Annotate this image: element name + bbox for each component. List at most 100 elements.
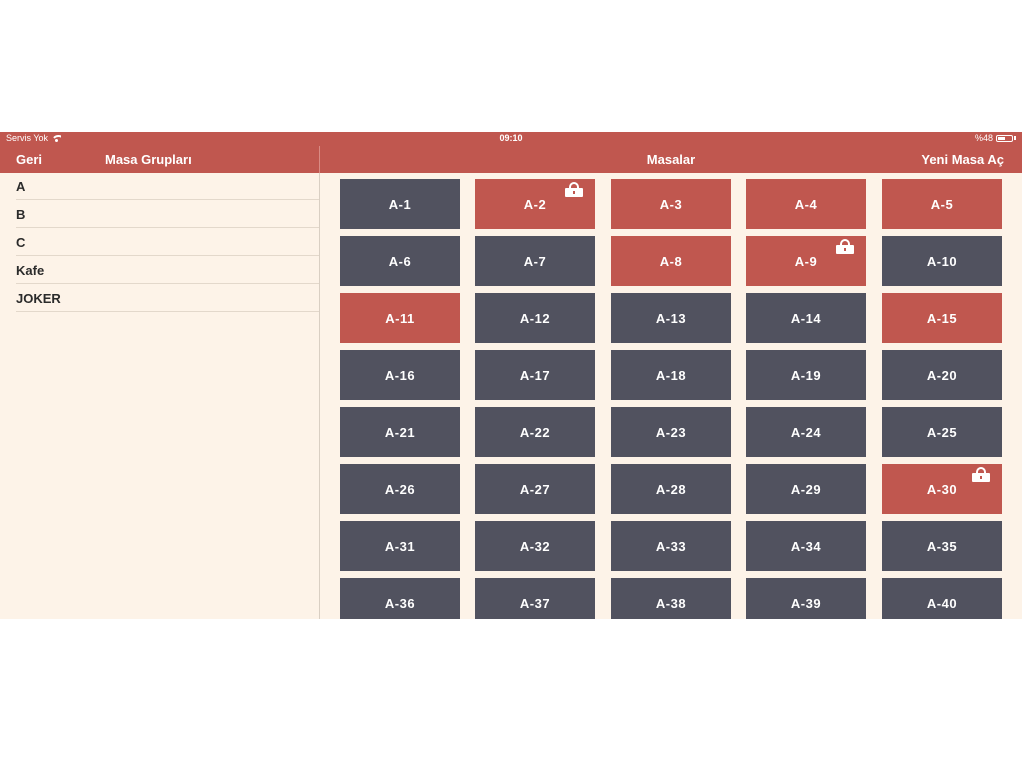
table-label: A-30 [926, 481, 958, 497]
status-bar: Servis Yok 09:10 %48 [0, 132, 1022, 146]
table-groups-list: A B C Kafe JOKER [0, 173, 319, 619]
table-tile[interactable]: A-26 [340, 464, 460, 514]
table-tile[interactable]: A-2 [475, 179, 595, 229]
table-label: A-32 [519, 538, 551, 554]
table-label: A-35 [926, 538, 958, 554]
battery-icon [996, 134, 1013, 142]
battery-status: %48 [975, 133, 1016, 143]
table-label: A-11 [385, 310, 415, 326]
table-label: A-34 [790, 538, 822, 554]
table-label: A-3 [659, 196, 683, 212]
table-tile[interactable]: A-22 [475, 407, 595, 457]
table-label: A-16 [384, 367, 416, 383]
table-label: A-31 [384, 538, 416, 554]
table-label: A-1 [388, 196, 412, 212]
table-tile[interactable]: A-3 [611, 179, 731, 229]
table-label: A-36 [384, 595, 416, 611]
table-tile[interactable]: A-36 [340, 578, 460, 619]
table-label: A-38 [655, 595, 687, 611]
group-item-joker[interactable]: JOKER [16, 285, 319, 312]
table-label: A-2 [523, 196, 547, 212]
table-tile[interactable]: A-4 [746, 179, 866, 229]
groups-title: Masa Grupları [105, 152, 192, 167]
table-tile[interactable]: A-38 [611, 578, 731, 619]
table-tile[interactable]: A-40 [882, 578, 1002, 619]
table-label: A-27 [519, 481, 551, 497]
table-label: A-17 [519, 367, 551, 383]
groups-nav-bar: Geri Masa Grupları [0, 146, 319, 173]
table-tile[interactable]: A-20 [882, 350, 1002, 400]
table-tile[interactable]: A-12 [475, 293, 595, 343]
table-tile[interactable]: A-27 [475, 464, 595, 514]
table-label: A-39 [790, 595, 822, 611]
lock-icon [565, 182, 583, 197]
back-button[interactable]: Geri [16, 152, 43, 167]
table-tile[interactable]: A-30 [882, 464, 1002, 514]
table-label: A-4 [794, 196, 818, 212]
table-label: A-26 [384, 481, 416, 497]
table-tile[interactable]: A-28 [611, 464, 731, 514]
table-tile[interactable]: A-15 [882, 293, 1002, 343]
table-tile[interactable]: A-32 [475, 521, 595, 571]
table-tile[interactable]: A-17 [475, 350, 595, 400]
table-tile[interactable]: A-34 [746, 521, 866, 571]
tables-title: Masalar [646, 152, 696, 167]
table-tile[interactable]: A-33 [611, 521, 731, 571]
table-tile[interactable]: A-11 [340, 293, 460, 343]
table-tile[interactable]: A-29 [746, 464, 866, 514]
table-label: A-5 [930, 196, 954, 212]
table-label: A-8 [659, 253, 683, 269]
pane-divider [319, 173, 320, 619]
tables-grid: A-1 A-2 A-3 A-4 A-5 A-6 A-7 A-8 A-9 A-10 A-11 A-12 A… [320, 173, 1022, 619]
table-label: A-15 [926, 310, 958, 326]
app-window: Servis Yok 09:10 %48 Geri Masa Grupları … [0, 132, 1022, 619]
table-label: A-13 [655, 310, 687, 326]
table-label: A-33 [655, 538, 687, 554]
table-tile[interactable]: A-18 [611, 350, 731, 400]
lock-icon [836, 239, 854, 254]
group-item-a[interactable]: A [16, 173, 319, 200]
group-item-c[interactable]: C [16, 229, 319, 256]
table-label: A-20 [926, 367, 958, 383]
table-label: A-19 [790, 367, 822, 383]
table-label: A-22 [519, 424, 551, 440]
table-tile[interactable]: A-14 [746, 293, 866, 343]
table-tile[interactable]: A-31 [340, 521, 460, 571]
group-item-kafe[interactable]: Kafe [16, 257, 319, 284]
table-tile[interactable]: A-24 [746, 407, 866, 457]
table-label: A-23 [655, 424, 687, 440]
table-label: A-28 [655, 481, 687, 497]
table-tile[interactable]: A-35 [882, 521, 1002, 571]
table-tile[interactable]: A-13 [611, 293, 731, 343]
tables-nav-bar: Masalar Yeni Masa Aç [320, 146, 1022, 173]
table-tile[interactable]: A-6 [340, 236, 460, 286]
group-item-b[interactable]: B [16, 201, 319, 228]
table-tile[interactable]: A-23 [611, 407, 731, 457]
table-label: A-18 [655, 367, 687, 383]
carrier-status: Servis Yok [6, 133, 62, 143]
table-label: A-24 [790, 424, 822, 440]
table-label: A-12 [519, 310, 551, 326]
table-label: A-21 [384, 424, 416, 440]
new-table-button[interactable]: Yeni Masa Aç [921, 152, 1004, 167]
table-label: A-40 [926, 595, 958, 611]
table-tile[interactable]: A-10 [882, 236, 1002, 286]
table-tile[interactable]: A-7 [475, 236, 595, 286]
wifi-icon [52, 134, 62, 142]
table-tile[interactable]: A-5 [882, 179, 1002, 229]
table-tile[interactable]: A-8 [611, 236, 731, 286]
table-tile[interactable]: A-25 [882, 407, 1002, 457]
lock-icon [972, 467, 990, 482]
status-time: 09:10 [499, 133, 523, 143]
table-label: A-7 [523, 253, 547, 269]
table-label: A-6 [388, 253, 412, 269]
table-label: A-10 [926, 253, 958, 269]
table-tile[interactable]: A-21 [340, 407, 460, 457]
table-tile[interactable]: A-1 [340, 179, 460, 229]
table-tile[interactable]: A-19 [746, 350, 866, 400]
table-tile[interactable]: A-37 [475, 578, 595, 619]
table-tile[interactable]: A-39 [746, 578, 866, 619]
table-label: A-14 [790, 310, 822, 326]
table-tile[interactable]: A-9 [746, 236, 866, 286]
table-tile[interactable]: A-16 [340, 350, 460, 400]
